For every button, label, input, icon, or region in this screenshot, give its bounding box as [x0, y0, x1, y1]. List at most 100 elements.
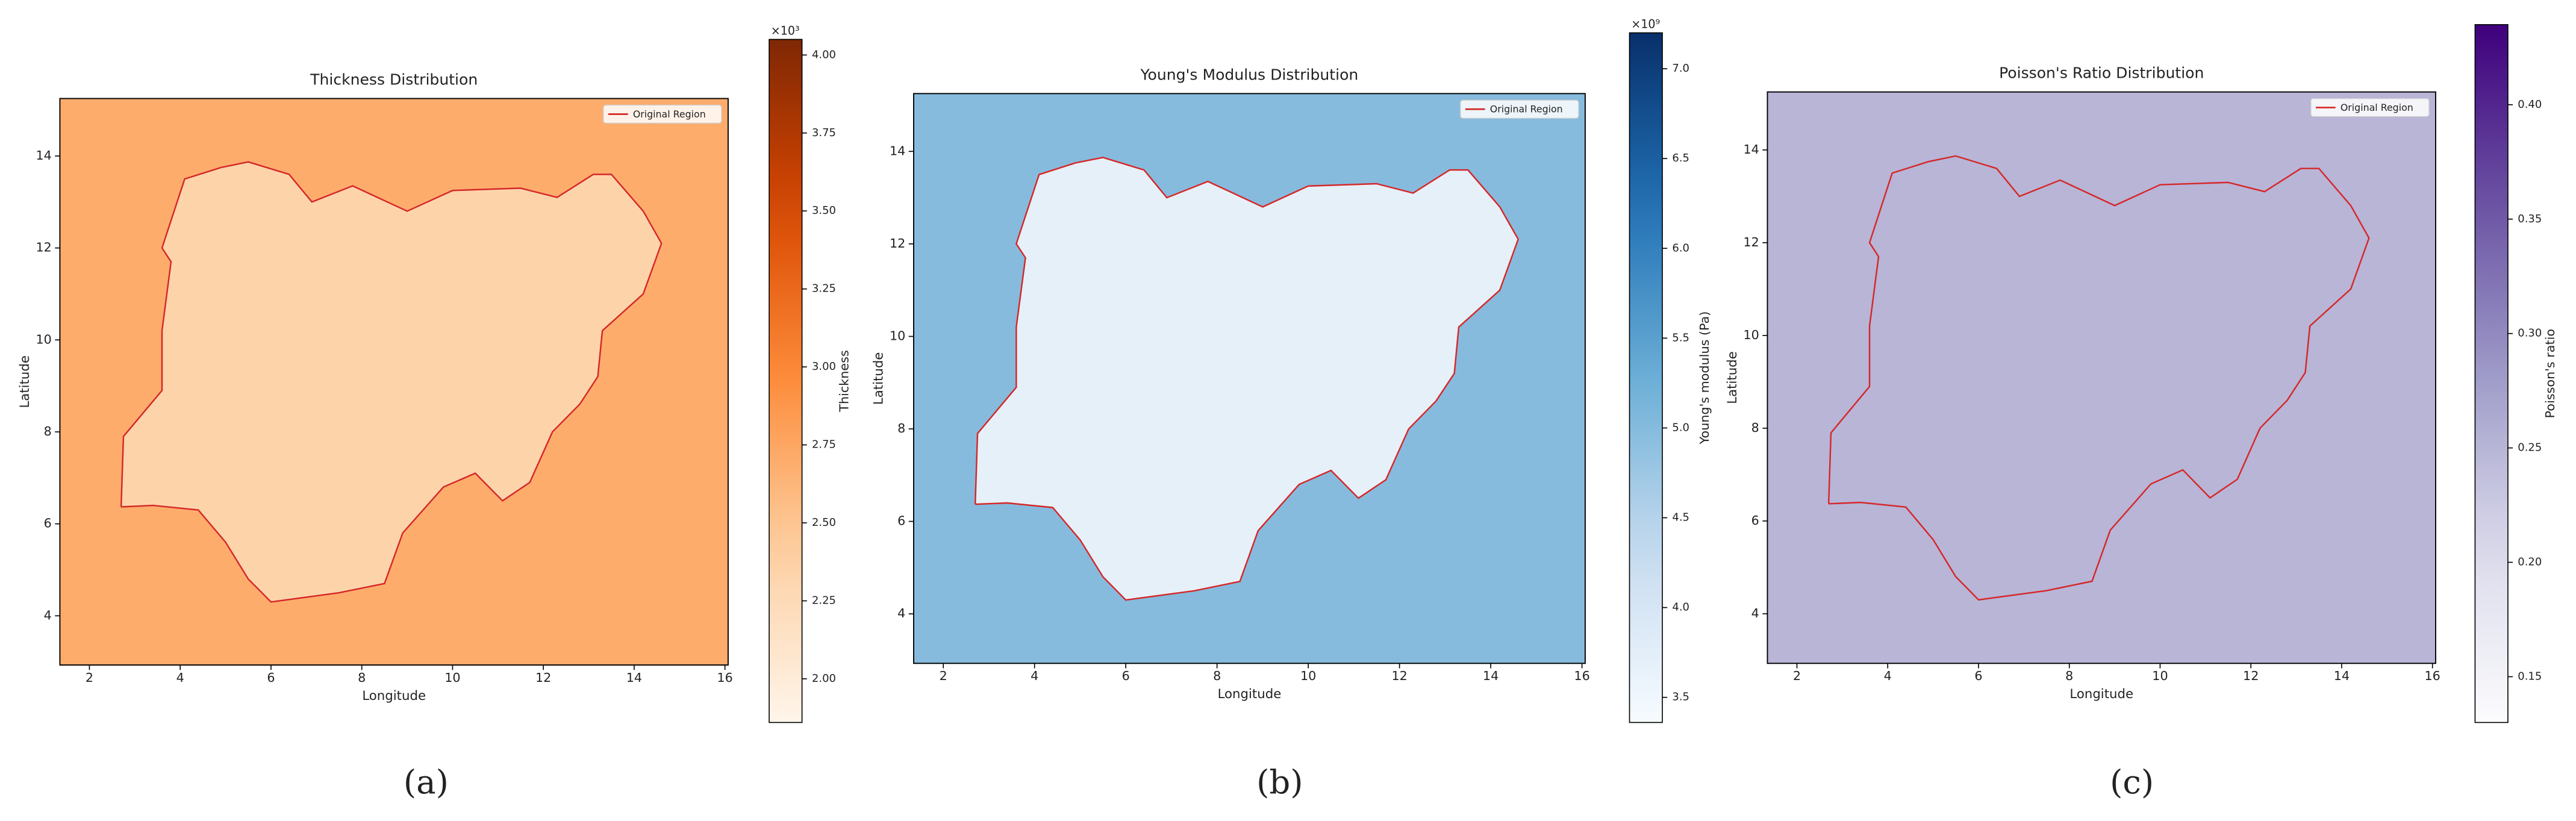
x-tick-label: 2: [1793, 669, 1801, 683]
y-tick-label: 8: [897, 421, 905, 435]
colorbar-tick-label: 3.5: [1672, 691, 1689, 704]
x-tick-label: 16: [2425, 669, 2440, 683]
colorbar-tick-label: 3.75: [812, 126, 836, 139]
y-tick-label: 14: [36, 148, 51, 163]
panel-label: (c): [2110, 763, 2154, 801]
y-tick-label: 8: [44, 424, 52, 439]
x-tick-label: 10: [444, 670, 460, 685]
x-tick-label: 14: [1483, 669, 1499, 683]
colorbar-tick-label: 6.5: [1672, 152, 1689, 164]
x-tick-label: 6: [1974, 669, 1982, 683]
x-tick-label: 6: [267, 670, 275, 685]
x-tick-label: 14: [626, 670, 642, 685]
x-tick-label: 8: [2065, 669, 2073, 683]
colorbar-tick-label: 2.50: [812, 516, 836, 529]
y-tick-label: 4: [44, 608, 52, 622]
x-tick-label: 12: [2243, 669, 2259, 683]
x-tick-label: 12: [1391, 669, 1407, 683]
panel-label: (a): [404, 763, 449, 801]
x-tick-label: 2: [86, 670, 93, 685]
colorbar-tick-label: 7.0: [1672, 62, 1689, 75]
x-tick-label: 8: [358, 670, 366, 685]
colorbar-tick-label: 0.35: [2518, 213, 2542, 225]
colorbar-offset: ×10⁹: [1631, 17, 1660, 31]
colorbar-tick-label: 3.00: [812, 360, 836, 373]
x-tick-label: 14: [2334, 669, 2350, 683]
colorbar-label: Poisson's ratio: [2543, 329, 2557, 418]
y-tick-label: 14: [1744, 142, 1759, 157]
x-tick-label: 4: [1884, 669, 1892, 683]
x-tick-label: 16: [1574, 669, 1589, 683]
y-axis-label: Latitude: [17, 355, 33, 408]
x-tick-label: 10: [1300, 669, 1316, 683]
x-tick-label: 6: [1122, 669, 1130, 683]
x-tick-label: 12: [535, 670, 551, 685]
colorbar-tick-label: 0.15: [2518, 670, 2542, 682]
y-tick-label: 10: [890, 328, 905, 343]
colorbar-offset: ×10³: [771, 24, 800, 37]
legend-box: [1460, 99, 1579, 119]
colorbar-tick-label: 6.0: [1672, 242, 1689, 254]
x-tick-label: 16: [717, 670, 732, 685]
x-axis-label: Longitude: [2069, 687, 2133, 702]
y-tick-label: 6: [1751, 513, 1759, 528]
y-tick-label: 12: [1744, 235, 1759, 249]
plot-frame: [1767, 91, 2436, 664]
colorbar-tick-label: 3.25: [812, 283, 836, 295]
x-tick-label: 4: [176, 670, 184, 685]
y-tick-label: 4: [897, 606, 905, 620]
colorbar-tick-label: 4.5: [1672, 511, 1689, 524]
colorbar-tick-label: 5.0: [1672, 421, 1689, 434]
x-axis-label: Longitude: [362, 688, 426, 704]
y-tick-label: 12: [890, 236, 905, 251]
colorbar-tick-label: 4.00: [812, 48, 836, 61]
y-tick-label: 4: [1751, 606, 1759, 620]
x-tick-label: 4: [1031, 669, 1038, 683]
region-field: [121, 161, 662, 602]
colorbar-tick-label: 0.40: [2518, 98, 2542, 111]
colorbar-tick-label: 5.5: [1672, 331, 1689, 344]
colorbar: [1629, 32, 1663, 723]
region-field: [1829, 155, 2369, 600]
y-tick-label: 10: [1744, 328, 1759, 342]
x-axis-label: Longitude: [1218, 687, 1282, 702]
region-outline: [1827, 155, 2370, 601]
y-tick-label: 14: [890, 143, 905, 158]
y-tick-label: 10: [36, 332, 51, 346]
y-axis-label: Latitude: [872, 352, 887, 405]
colorbar: [2474, 24, 2509, 723]
region-outline: [974, 157, 1520, 601]
panel-label: (b): [1256, 763, 1303, 801]
colorbar-label: Thickness: [837, 350, 851, 412]
legend-box: [603, 104, 722, 124]
y-tick-label: 6: [44, 516, 52, 531]
region-field: [975, 157, 1518, 601]
legend-box: [2310, 98, 2430, 117]
colorbar: [769, 39, 803, 723]
colorbar-tick-label: 0.20: [2518, 556, 2542, 569]
legend-label: Original Region: [633, 108, 706, 120]
colorbar-label: Young's modulus (Pa): [1697, 311, 1712, 445]
legend-label: Original Region: [1490, 104, 1563, 115]
x-tick-label: 2: [940, 669, 947, 683]
chart-title: Young's Modulus Distribution: [1140, 66, 1359, 83]
colorbar-tick-label: 0.30: [2518, 327, 2542, 340]
colorbar-tick-label: 4.0: [1672, 601, 1689, 614]
plot-frame: [913, 93, 1586, 664]
y-tick-label: 12: [36, 240, 51, 255]
y-tick-label: 8: [1751, 420, 1759, 435]
region-outline: [120, 161, 663, 603]
x-tick-label: 8: [1213, 669, 1221, 683]
x-tick-label: 10: [2152, 669, 2168, 683]
colorbar-tick-label: 0.25: [2518, 442, 2542, 454]
chart-title: Poisson's Ratio Distribution: [1999, 64, 2204, 82]
colorbar-tick-label: 2.75: [812, 439, 836, 451]
colorbar-tick-label: 2.00: [812, 672, 836, 685]
y-tick-label: 6: [897, 514, 905, 528]
chart-title: Thickness Distribution: [310, 71, 478, 89]
legend-label: Original Region: [2341, 102, 2413, 113]
y-axis-label: Latitude: [1725, 351, 1740, 404]
colorbar-tick-label: 3.50: [812, 204, 836, 217]
colorbar-tick-label: 2.25: [812, 594, 836, 607]
